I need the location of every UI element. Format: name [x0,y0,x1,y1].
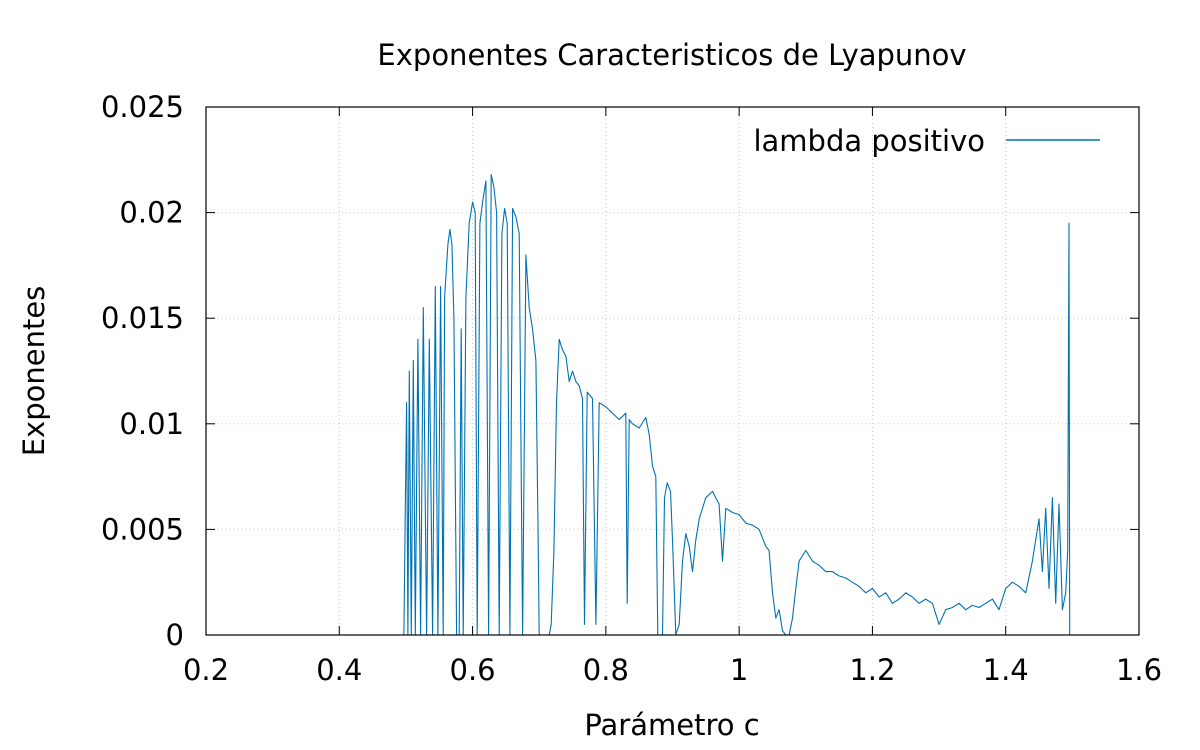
y-tick-label: 0.02 [119,196,184,230]
y-tick-labels: 0 0.005 0.01 0.015 0.02 0.025 [101,90,184,652]
plot-frame [205,106,1140,636]
legend-label-lambda-positivo: lambda positivo [753,124,985,158]
x-tick-label: 0.8 [583,653,629,687]
grid-lines [206,107,1139,635]
x-tick-label: 1.6 [1116,653,1162,687]
x-tick-label: 0.4 [316,653,362,687]
y-tick-label: 0.015 [101,301,184,335]
y-tick-label: 0 [166,618,184,652]
legend: lambda positivo [753,124,1100,158]
x-tick-label: 0.2 [183,653,229,687]
x-tick-labels: 0.2 0.4 0.6 0.8 1 1.2 1.4 1.6 [183,653,1162,687]
series-line-lambda-positivo [326,174,1071,636]
series-layer [326,174,1071,636]
x-axis-label: Parámetro c [584,708,759,742]
chart-title: Exponentes Caracteristicos de Lyapunov [377,38,966,72]
y-tick-label: 0.005 [101,512,184,546]
x-tick-label: 0.6 [450,653,496,687]
y-axis-label: Exponentes [17,286,51,457]
x-tick-label: 1.4 [983,653,1029,687]
y-tick-label: 0.01 [119,407,184,441]
x-tick-label: 1 [730,653,748,687]
y-tick-label: 0.025 [101,90,184,124]
x-tick-label: 1.2 [849,653,895,687]
